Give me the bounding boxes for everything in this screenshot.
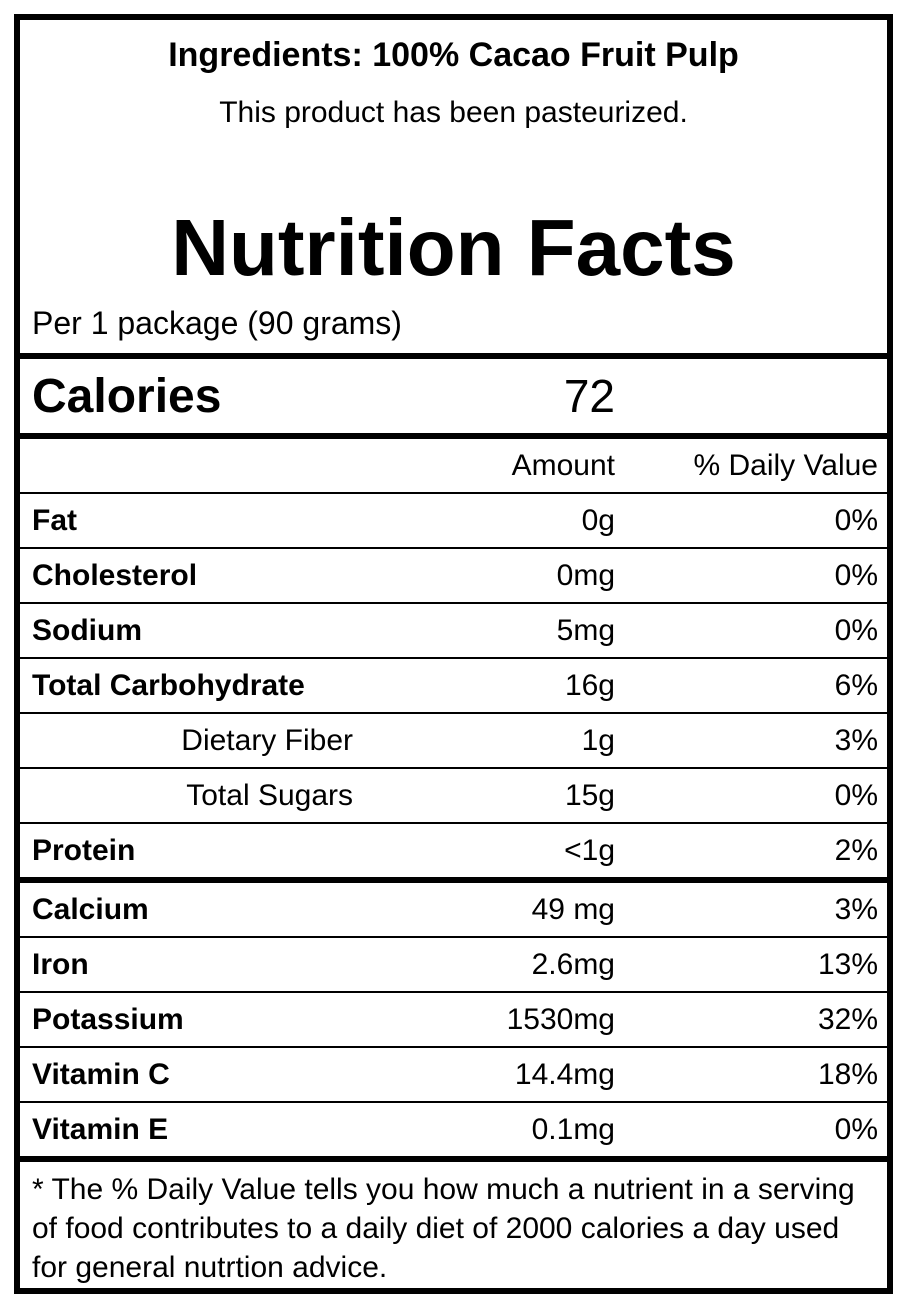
nutrient-row: Protein <1g 2% [20, 824, 887, 883]
nutrient-name: Total Sugars [186, 778, 353, 812]
nutrient-amount: 1g [581, 723, 615, 757]
column-header: Amount % Daily Value [20, 439, 887, 494]
nutrient-amount: 0.1mg [531, 1112, 615, 1146]
nutrient-row: Cholesterol 0mg 0% [20, 549, 887, 604]
serving: Per 1 package (90 grams) [32, 305, 402, 341]
nutrient-dv: 3% [834, 723, 878, 757]
nutrient-amount: 0mg [556, 558, 615, 592]
nutrient-dv: 0% [834, 613, 878, 647]
nutrient-amount: 16g [564, 668, 615, 702]
nutrition-label: Ingredients: 100% Cacao Fruit Pulp This … [14, 14, 893, 1294]
nutrient-dv: 0% [834, 558, 878, 592]
rows: Fat 0g 0% Cholesterol 0mg 0% Sodium 5mg 0% Total … [20, 494, 887, 1162]
nutrient-name: Total Carbohydrate [32, 668, 305, 702]
nutrient-row: Total Carbohydrate 16g 6% [20, 659, 887, 714]
nutrient-row: Vitamin E 0.1mg 0% [20, 1103, 887, 1162]
nutrient-row: Calcium 49 mg 3% [20, 883, 887, 938]
nutrient-dv: 6% [834, 668, 878, 702]
nutrient-dv: 2% [834, 833, 878, 867]
header: Ingredients: 100% Cacao Fruit Pulp This … [20, 20, 887, 359]
nutrient-dv: 0% [834, 778, 878, 812]
col-dv: % Daily Value [693, 448, 878, 482]
col-amount: Amount [511, 448, 615, 482]
nutrient-amount: 2.6mg [531, 947, 615, 981]
nutrient-row: Potassium 1530mg 32% [20, 993, 887, 1048]
calories-row: Calories 72 [20, 359, 887, 439]
nutrient-amount: 14.4mg [514, 1057, 615, 1091]
nutrient-dv: 0% [834, 1112, 878, 1146]
nutrient-amount: <1g [564, 833, 615, 867]
title: Nutrition Facts [171, 203, 736, 292]
calories-label: Calories [32, 369, 222, 423]
nutrient-name: Cholesterol [32, 558, 198, 592]
nutrient-name: Fat [32, 503, 77, 537]
footnote: * The % Daily Value tells you how much a… [32, 1173, 855, 1284]
nutrient-row: Sodium 5mg 0% [20, 604, 887, 659]
nutrient-amount: 1530mg [506, 1002, 615, 1036]
nutrient-name: Vitamin C [32, 1057, 170, 1091]
nutrient-amount: 0g [581, 503, 615, 537]
nutrient-name: Vitamin E [32, 1112, 169, 1146]
nutrient-row: Total Sugars 15g 0% [20, 769, 887, 824]
nutrient-dv: 3% [834, 892, 878, 926]
ingredients: Ingredients: 100% Cacao Fruit Pulp [168, 36, 739, 74]
nutrient-dv: 0% [834, 503, 878, 537]
nutrient-name: Sodium [32, 613, 142, 647]
nutrient-dv: 32% [817, 1002, 878, 1036]
nutrient-name: Iron [32, 947, 89, 981]
note: This product has been pasteurized. [219, 96, 688, 129]
nutrient-name: Protein [32, 833, 136, 867]
nutrient-row: Dietary Fiber 1g 3% [20, 714, 887, 769]
nutrient-name: Dietary Fiber [181, 723, 353, 757]
nutrient-amount: 5mg [556, 613, 615, 647]
nutrient-amount: 49 mg [531, 892, 615, 926]
nutrient-amount: 15g [564, 778, 615, 812]
nutrient-row: Iron 2.6mg 13% [20, 938, 887, 993]
nutrient-name: Calcium [32, 892, 149, 926]
nutrient-name: Potassium [32, 1002, 184, 1036]
calories-value: 72 [563, 370, 615, 422]
nutrient-dv: 13% [817, 947, 878, 981]
nutrient-row: Fat 0g 0% [20, 494, 887, 549]
nutrient-row: Vitamin C 14.4mg 18% [20, 1048, 887, 1103]
nutrient-dv: 18% [817, 1057, 878, 1091]
